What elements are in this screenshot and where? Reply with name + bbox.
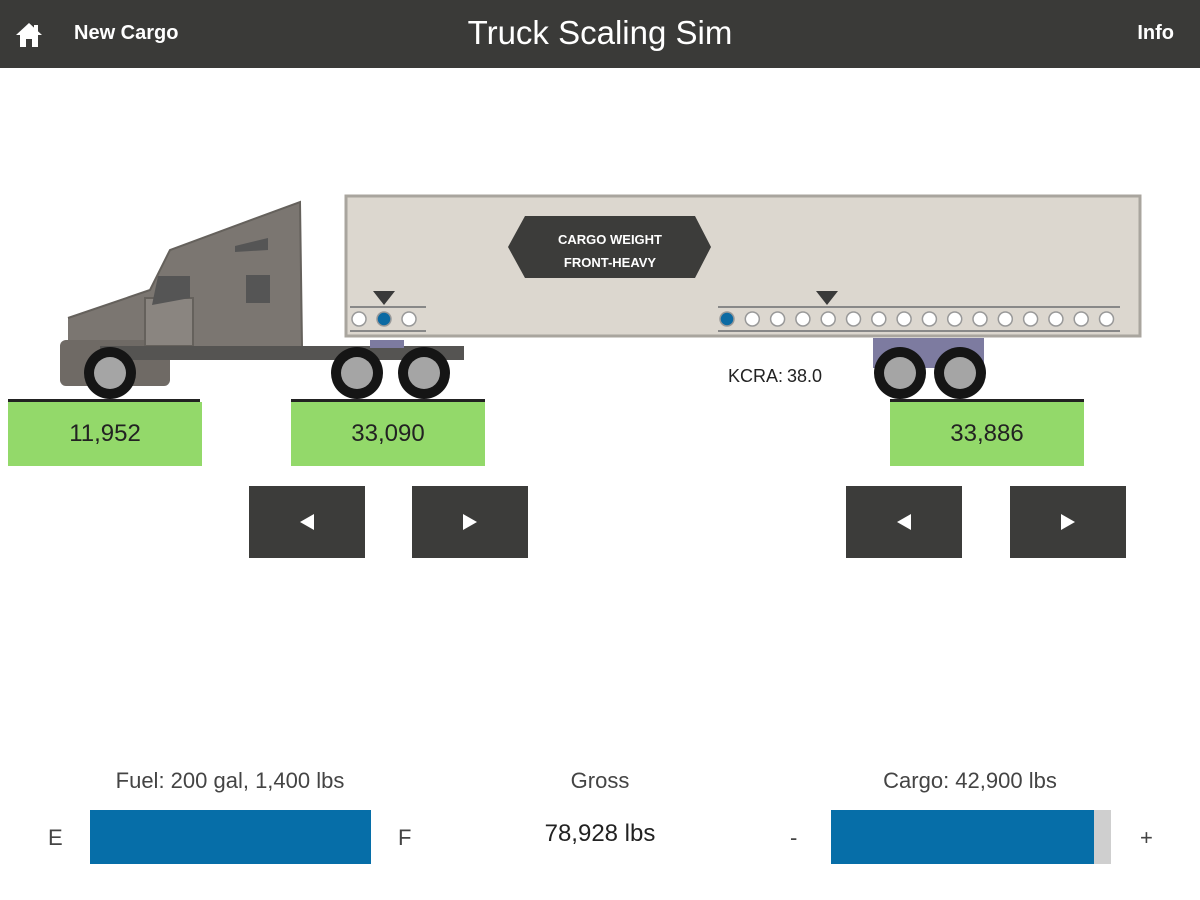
tandem-position-8[interactable]	[896, 311, 912, 327]
tandem-position-11[interactable]	[972, 311, 988, 327]
arrow-right-icon	[1061, 514, 1075, 530]
cargo-decrease-button[interactable]: -	[790, 825, 798, 850]
cargo-badge-line-1: CARGO WEIGHT	[558, 232, 662, 247]
fifth-wheel-plate	[370, 340, 404, 348]
tandem-position-6[interactable]	[845, 311, 862, 327]
fifth-wheel-left-button[interactable]	[249, 486, 365, 558]
cargo-slider[interactable]	[831, 810, 1111, 864]
fuel-label: Fuel: 200 gal, 1,400 lbs	[115, 768, 345, 793]
wheel-hub-5	[944, 357, 976, 389]
cargo-label: Cargo: 42,900 lbs	[883, 768, 1057, 793]
cargo-level-fill	[831, 810, 1095, 864]
home-icon[interactable]	[12, 18, 46, 52]
cargo-badge-text: CARGO WEIGHT FRONT-HEAVY	[510, 228, 710, 274]
tandem-position-16[interactable]	[1098, 311, 1115, 327]
trailer-tandem-positions	[719, 311, 1115, 327]
tandem-position-15[interactable]	[1073, 311, 1089, 327]
kcra-value: 38.0	[787, 366, 823, 386]
tractor-cab	[68, 202, 302, 346]
fifth-wheel-position-2[interactable]	[376, 311, 392, 327]
ground-drive	[291, 399, 485, 403]
fuel-level-fill	[90, 810, 371, 864]
wheel-hub-4	[884, 357, 916, 389]
kcra-label: KCRA:	[728, 366, 784, 386]
arrow-left-icon	[897, 514, 911, 530]
drive-axle-weight: 33,090	[291, 402, 485, 466]
top-nav-bar: New Cargo Truck Scaling Sim Info	[0, 0, 1200, 68]
tractor-frame	[170, 346, 464, 360]
cargo-increase-button[interactable]: +	[1140, 825, 1153, 850]
cargo-badge-line-2: FRONT-HEAVY	[563, 255, 657, 270]
steer-axle-weight: 11,952	[8, 402, 202, 466]
fifth-wheel-marker	[373, 291, 395, 305]
trailer-axle-weight: 33,886	[890, 402, 1084, 466]
trailer-body	[344, 194, 1142, 338]
fifth-wheel-position-3[interactable]	[401, 311, 417, 327]
tandem-position-2[interactable]	[744, 311, 761, 327]
tandem-position-9[interactable]	[921, 311, 938, 327]
truck-diagram	[8, 194, 1142, 403]
wheel-hub-3	[408, 357, 440, 389]
app-title: Truck Scaling Sim	[467, 14, 733, 51]
fifth-wheel-position-1[interactable]	[351, 311, 367, 327]
tandem-position-4[interactable]	[795, 311, 811, 327]
fifth-wheel-positions	[351, 311, 417, 327]
ground-steer	[8, 399, 200, 403]
fifth-wheel-right-button[interactable]	[412, 486, 528, 558]
arrow-right-icon	[463, 514, 477, 530]
wheels	[84, 347, 986, 399]
tandem-marker	[816, 291, 838, 305]
tandem-position-12[interactable]	[997, 311, 1014, 327]
tandem-left-button[interactable]	[846, 486, 962, 558]
wheel-hub-2	[341, 357, 373, 389]
tandem-position-10[interactable]	[946, 311, 963, 327]
ground-trailer	[890, 399, 1084, 403]
tandem-right-button[interactable]	[1010, 486, 1126, 558]
gross-weight-value: 78,928 lbs	[544, 820, 656, 847]
arrow-left-icon	[300, 514, 314, 530]
tandem-position-14[interactable]	[1048, 311, 1064, 327]
tandem-position-1[interactable]	[719, 311, 735, 327]
tandem-position-7[interactable]	[871, 311, 887, 327]
wheel-hub-1	[94, 357, 126, 389]
fuel-empty-label: E	[48, 825, 63, 850]
fuel-full-label: F	[398, 825, 412, 850]
fuel-slider[interactable]	[90, 810, 371, 864]
new-cargo-button[interactable]: New Cargo	[74, 22, 179, 44]
info-button[interactable]: Info	[1137, 22, 1174, 44]
tandem-position-5[interactable]	[820, 311, 836, 327]
gross-label: Gross	[570, 768, 630, 793]
tandem-position-13[interactable]	[1022, 311, 1039, 327]
tandem-position-3[interactable]	[769, 311, 786, 327]
kcra-readout: KCRA: 38.0	[728, 366, 822, 387]
cargo-weight-badge	[508, 216, 711, 278]
